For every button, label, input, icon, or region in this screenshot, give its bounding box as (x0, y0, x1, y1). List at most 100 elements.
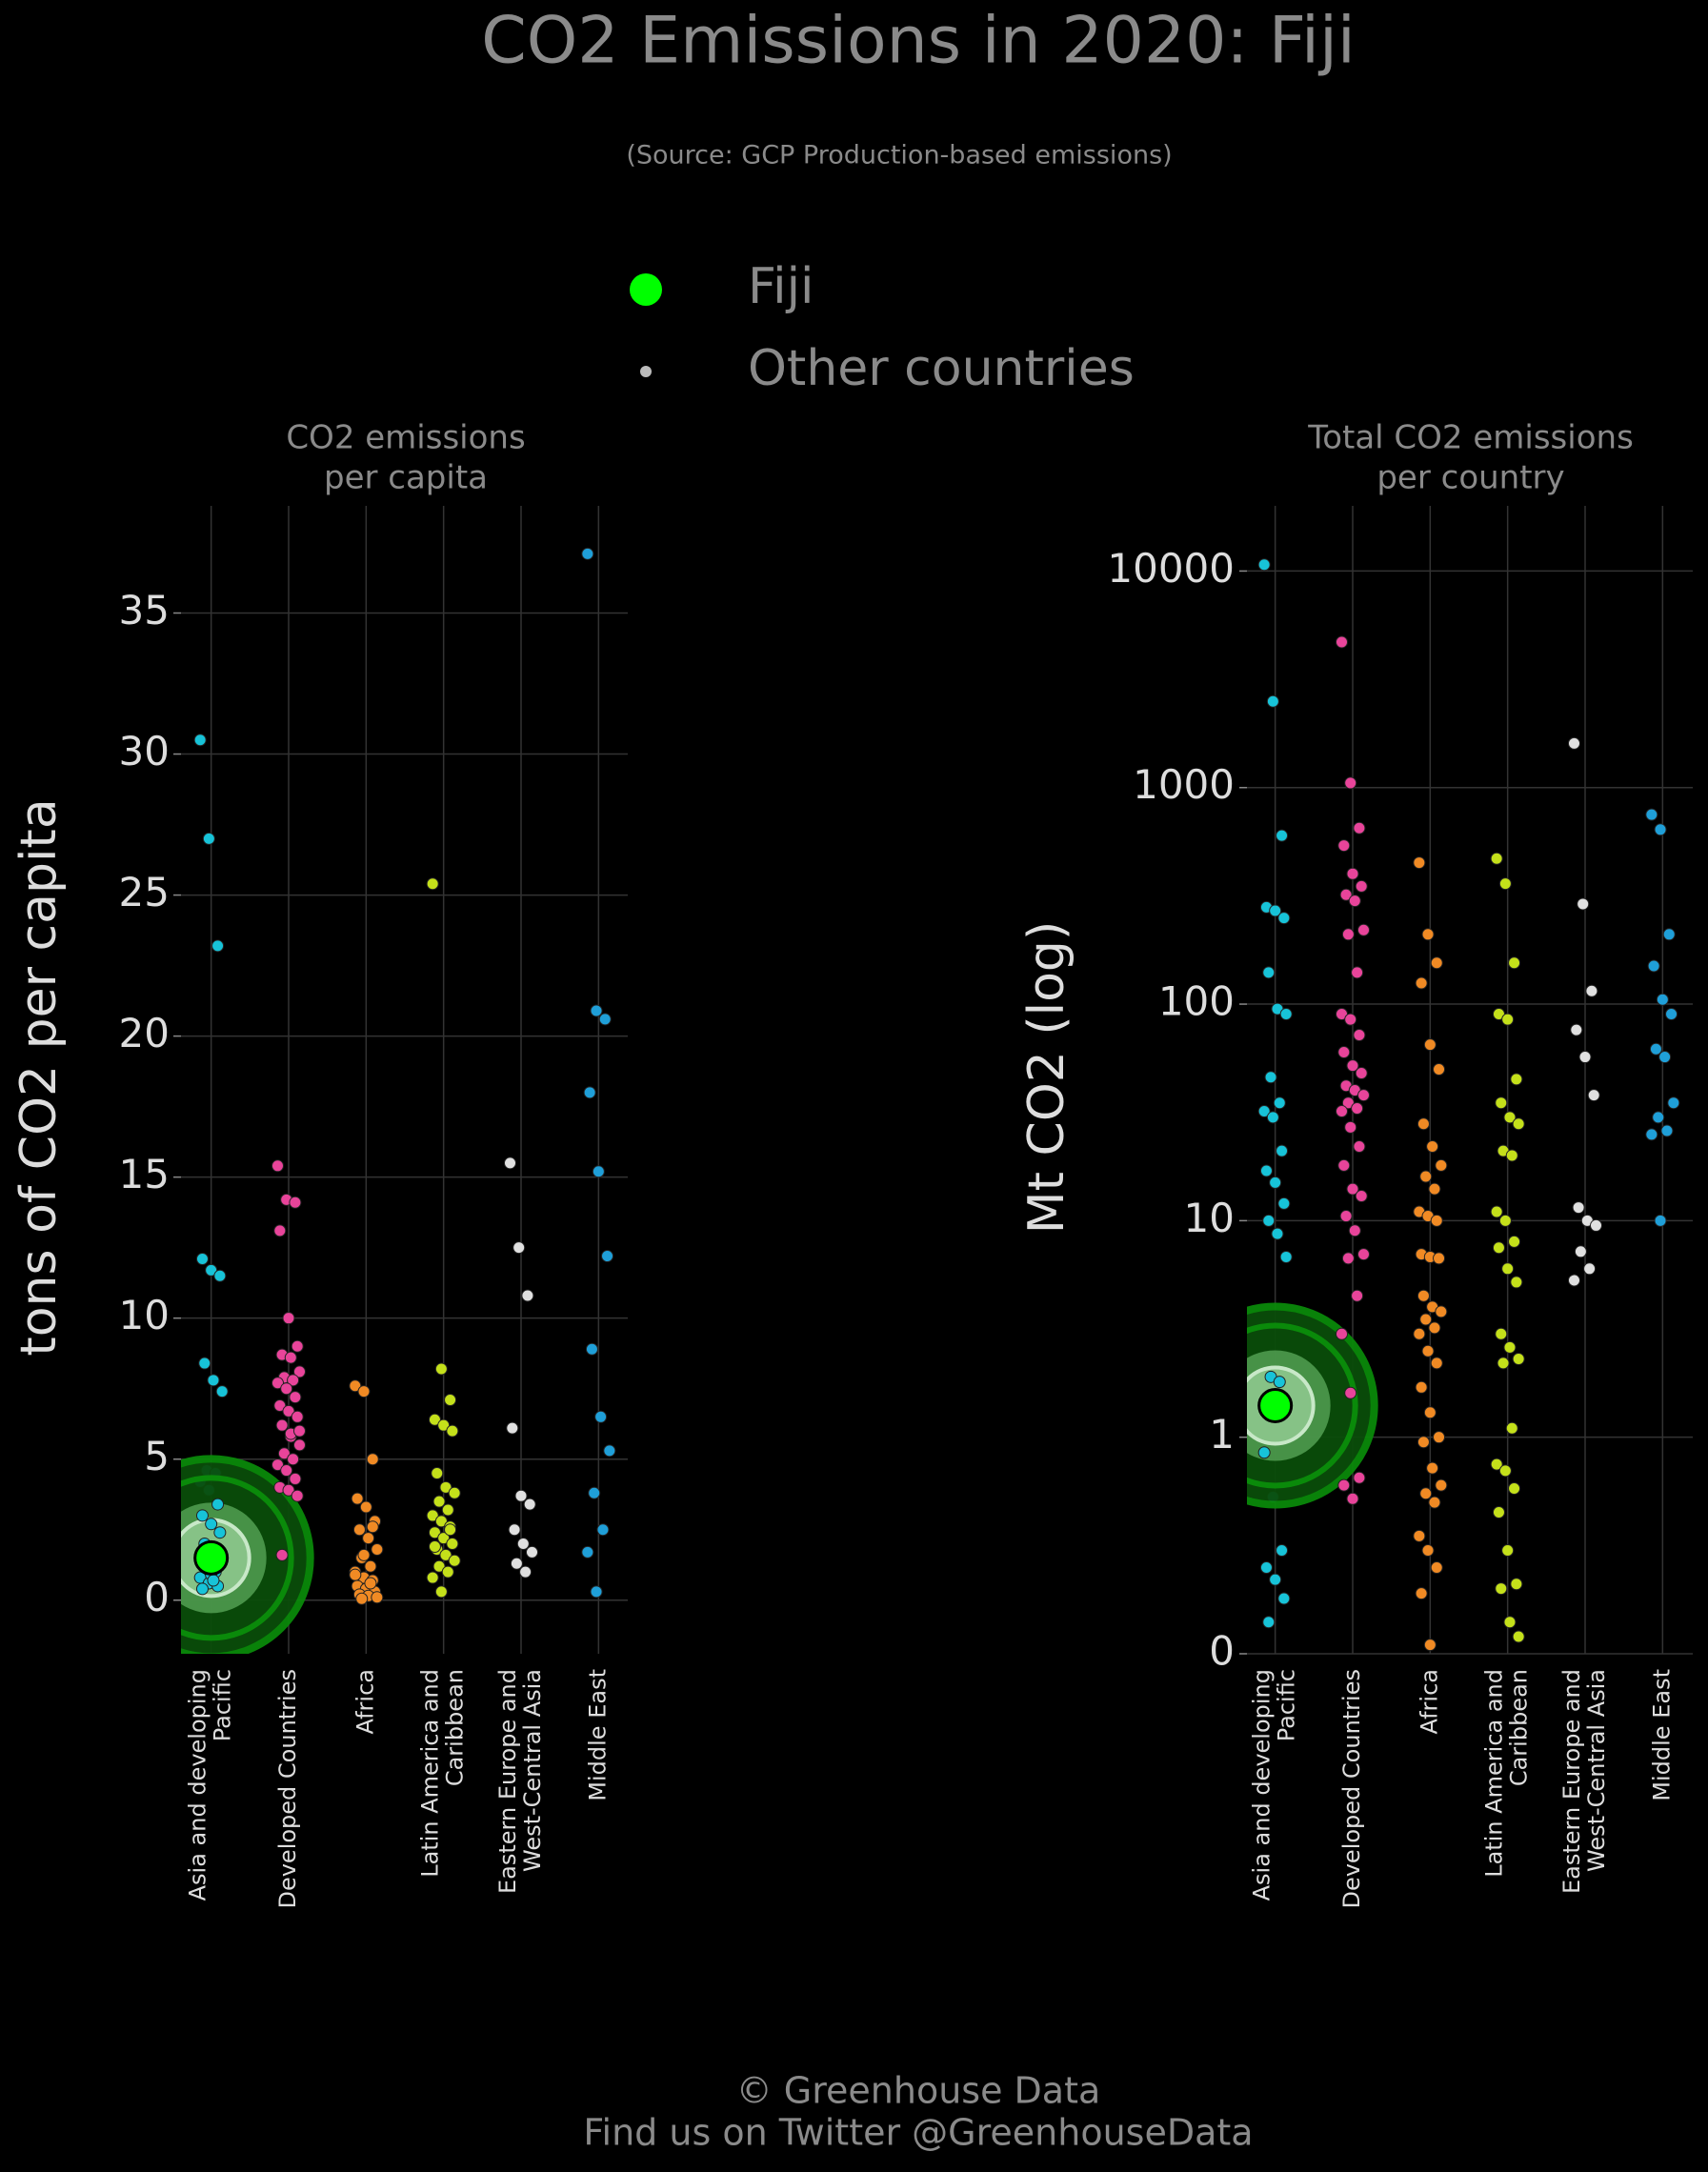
point (428, 1526, 441, 1539)
point (1353, 1471, 1366, 1484)
x-tick-label: Developed Countries (274, 1669, 301, 1909)
point (1510, 1276, 1523, 1289)
x-tick-label: Caribbean (442, 1669, 469, 1786)
point (1568, 736, 1580, 750)
plot-area (181, 547, 616, 1654)
point (211, 939, 225, 953)
x-tick-label: West-Central Asia (1583, 1669, 1610, 1872)
y-tick-label: 20 (119, 1010, 170, 1056)
point (590, 1004, 603, 1017)
point (431, 1467, 444, 1480)
point (282, 1312, 295, 1325)
point (1652, 1111, 1665, 1124)
point (1336, 1327, 1348, 1340)
point (1257, 1105, 1271, 1118)
point (1355, 1189, 1368, 1202)
point (195, 1509, 209, 1522)
highlight-halo (1247, 1322, 1358, 1489)
point (1417, 1289, 1430, 1302)
point (526, 1545, 538, 1559)
point (211, 1498, 225, 1511)
point (1266, 1111, 1279, 1124)
point (271, 1458, 284, 1472)
point (1344, 1013, 1357, 1026)
point (280, 1382, 293, 1396)
point (581, 1545, 594, 1559)
point (1273, 1376, 1286, 1389)
point (1262, 966, 1276, 979)
point (1346, 1492, 1359, 1505)
point (516, 1538, 530, 1551)
point (1512, 1117, 1525, 1131)
x-tick-label: Caribbean (1506, 1669, 1533, 1786)
point (355, 1592, 369, 1605)
y-tick-label: 10 (1184, 1195, 1235, 1241)
point (1353, 1028, 1366, 1041)
point (603, 1444, 616, 1458)
point (504, 1156, 516, 1170)
point (1503, 1340, 1517, 1354)
point (1276, 1544, 1289, 1558)
highlight-point (1257, 1387, 1294, 1423)
legend-marker (630, 273, 662, 306)
point (1341, 928, 1355, 941)
point (1501, 1544, 1515, 1558)
point (1279, 1007, 1293, 1020)
point (1341, 1096, 1355, 1110)
point (275, 1418, 289, 1432)
point (585, 1342, 598, 1356)
x-tick-label: Pacific (1274, 1669, 1300, 1741)
point (364, 1559, 377, 1573)
point (1344, 776, 1357, 790)
point (273, 1224, 287, 1237)
point (426, 1509, 439, 1522)
point (1423, 1038, 1437, 1052)
point (1574, 1245, 1587, 1258)
x-tick-label: Asia and developing (1249, 1669, 1276, 1900)
subplot-title: per country (1376, 459, 1564, 497)
point (357, 1385, 371, 1398)
point (1572, 1201, 1585, 1215)
point (352, 1523, 366, 1537)
point (1430, 1561, 1443, 1575)
point (289, 1472, 302, 1485)
point (1435, 1478, 1448, 1492)
point (596, 1523, 610, 1537)
point (439, 1548, 452, 1561)
point (1421, 1544, 1435, 1558)
point (289, 1391, 302, 1404)
point (594, 1410, 608, 1423)
point (1421, 928, 1435, 941)
point (512, 1241, 526, 1255)
point (371, 1591, 384, 1604)
point (1428, 1182, 1441, 1196)
point (1415, 1587, 1428, 1600)
point (1346, 1182, 1359, 1196)
point (1355, 879, 1368, 893)
point (437, 1418, 451, 1432)
point (1662, 928, 1676, 941)
title: CO2 Emissions in 2020: Fiji (481, 4, 1356, 79)
point (1266, 694, 1279, 708)
point (1510, 1578, 1523, 1591)
point (287, 1374, 300, 1387)
point (213, 1526, 227, 1539)
point (1654, 1214, 1667, 1227)
point (364, 1577, 377, 1590)
y-axis-label: Mt CO2 (log) (1018, 921, 1075, 1234)
point (351, 1492, 364, 1505)
point (293, 1438, 306, 1452)
point (519, 1565, 532, 1579)
y-tick-label: 0 (144, 1574, 170, 1620)
point (1645, 808, 1658, 821)
y-tick-label: 10000 (1107, 545, 1235, 592)
y-tick-label: 0 (1209, 1628, 1235, 1675)
point (1490, 1458, 1503, 1471)
point (1337, 839, 1351, 853)
point (291, 1489, 304, 1502)
point (1339, 1210, 1353, 1223)
point (193, 734, 207, 747)
x-tick-label: Latin America and (1481, 1669, 1508, 1878)
point (1492, 1241, 1505, 1255)
subplot-title: per capita (324, 459, 488, 497)
